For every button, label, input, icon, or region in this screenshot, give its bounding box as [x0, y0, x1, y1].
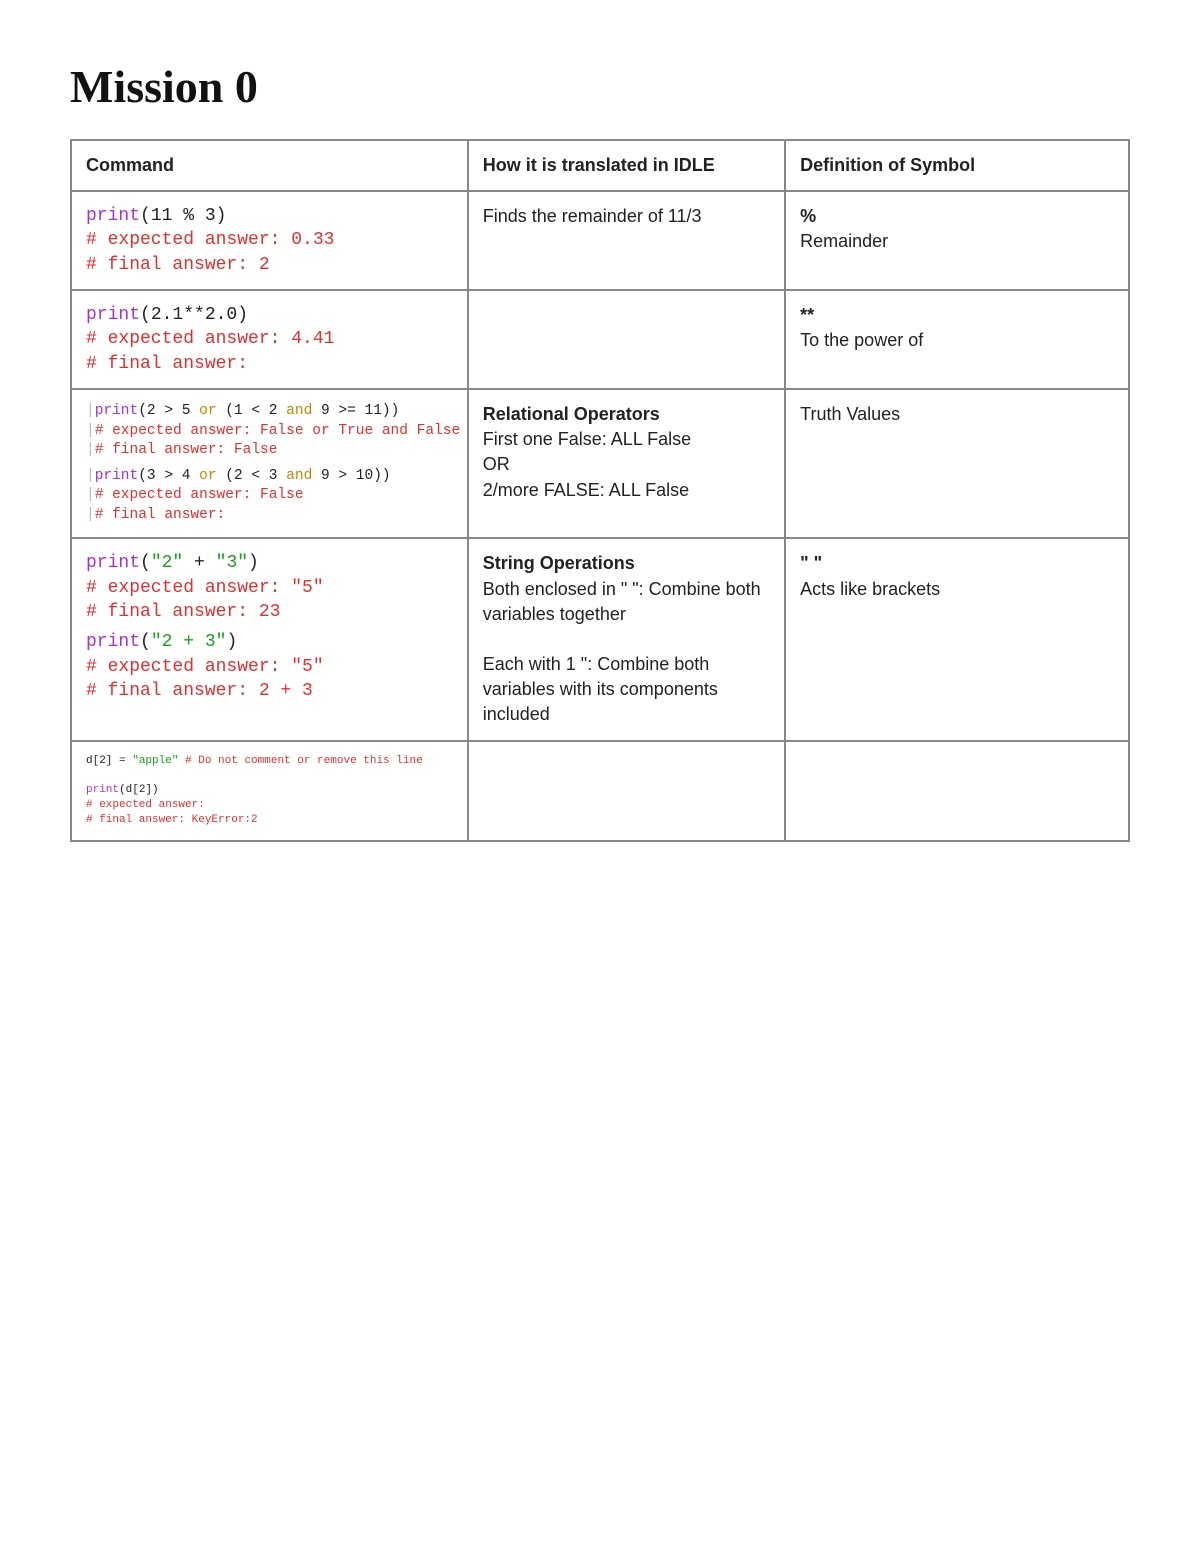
- idle-cell: Finds the remainder of 11/3: [468, 191, 785, 290]
- command-cell: d[2] = "apple" # Do not comment or remov…: [71, 741, 468, 841]
- code-block: print(11 % 3) # expected answer: 0.33 # …: [86, 204, 453, 277]
- col-command: Command: [71, 140, 468, 191]
- code-comment: # final answer: 23: [86, 602, 280, 622]
- code-string: "2": [151, 553, 183, 573]
- code-block: |print(2 > 5 or (1 < 2 and 9 >= 11)) |# …: [86, 402, 453, 461]
- code-keyword: print: [95, 403, 139, 419]
- idle-cell: [468, 290, 785, 389]
- code-text: (3 > 4: [138, 468, 199, 484]
- definition-cell: ** To the power of: [785, 290, 1129, 389]
- code-comment: # expected answer: 4.41: [86, 329, 334, 349]
- code-block: print("2" + "3") # expected answer: "5" …: [86, 551, 453, 624]
- code-comment: # expected answer:: [86, 799, 205, 811]
- idle-cell: [468, 741, 785, 841]
- idle-title: Relational Operators: [483, 404, 660, 424]
- code-block: print("2 + 3") # expected answer: "5" # …: [86, 630, 453, 703]
- code-comment: # Do not comment or remove this line: [178, 755, 422, 767]
- code-comment: # final answer:: [95, 507, 226, 523]
- code-text: (d[2]): [119, 784, 159, 796]
- symbol-definition: Remainder: [800, 231, 888, 251]
- col-definition: Definition of Symbol: [785, 140, 1129, 191]
- symbol-definition: To the power of: [800, 330, 923, 350]
- code-block: |print(3 > 4 or (2 < 3 and 9 > 10)) |# e…: [86, 467, 453, 526]
- code-keyword: print: [86, 553, 140, 573]
- code-comment: # expected answer: False or True and Fal…: [95, 423, 460, 439]
- code-keyword: or: [199, 468, 216, 484]
- table-row: |print(2 > 5 or (1 < 2 and 9 >= 11)) |# …: [71, 389, 1129, 538]
- table-row: d[2] = "apple" # Do not comment or remov…: [71, 741, 1129, 841]
- definition-cell: [785, 741, 1129, 841]
- code-block: d[2] = "apple" # Do not comment or remov…: [86, 754, 453, 828]
- code-block: print(2.1**2.0) # expected answer: 4.41 …: [86, 303, 453, 376]
- code-comment: # final answer: KeyError:2: [86, 814, 258, 826]
- code-comment: # final answer: 2 + 3: [86, 681, 313, 701]
- idle-line: 2/more FALSE: ALL False: [483, 480, 689, 500]
- code-text: (2.1**2.0): [140, 305, 248, 325]
- symbol: " ": [800, 553, 822, 573]
- code-keyword: print: [86, 784, 119, 796]
- table-row: print(2.1**2.0) # expected answer: 4.41 …: [71, 290, 1129, 389]
- idle-line: First one False: ALL False: [483, 429, 691, 449]
- code-text: ): [226, 632, 237, 652]
- code-comment: # final answer:: [86, 354, 248, 374]
- symbol: %: [800, 206, 816, 226]
- col-idle: How it is translated in IDLE: [468, 140, 785, 191]
- code-text: 9 > 10)): [312, 468, 390, 484]
- command-cell: |print(2 > 5 or (1 < 2 and 9 >= 11)) |# …: [71, 389, 468, 538]
- code-comment: # expected answer: "5": [86, 657, 324, 677]
- command-cell: print(11 % 3) # expected answer: 0.33 # …: [71, 191, 468, 290]
- definition-cell: % Remainder: [785, 191, 1129, 290]
- idle-line: Each with 1 ": Combine both variables wi…: [483, 654, 718, 724]
- table-row: print("2" + "3") # expected answer: "5" …: [71, 538, 1129, 740]
- code-text: +: [183, 553, 215, 573]
- page-title: Mission 0: [70, 60, 1130, 113]
- definition-cell: Truth Values: [785, 389, 1129, 538]
- idle-line: Both enclosed in " ": Combine both varia…: [483, 579, 761, 624]
- idle-title: String Operations: [483, 553, 635, 573]
- code-keyword: print: [95, 468, 139, 484]
- code-keyword: and: [286, 403, 312, 419]
- code-text: (: [140, 553, 151, 573]
- code-text: (1 < 2: [217, 403, 287, 419]
- code-text: (11 % 3): [140, 206, 226, 226]
- symbol-definition: Acts like brackets: [800, 579, 940, 599]
- code-text: 9 >= 11)): [312, 403, 399, 419]
- code-text: ): [248, 553, 259, 573]
- idle-cell: String Operations Both enclosed in " ": …: [468, 538, 785, 740]
- code-text: d[2] =: [86, 755, 132, 767]
- code-keyword: print: [86, 632, 140, 652]
- code-comment: # final answer: False: [95, 442, 278, 458]
- code-string: "3": [216, 553, 248, 573]
- idle-line: OR: [483, 454, 510, 474]
- code-comment: # expected answer: "5": [86, 578, 324, 598]
- code-text: (2 < 3: [217, 468, 287, 484]
- code-comment: # expected answer: 0.33: [86, 230, 334, 250]
- definition-cell: " " Acts like brackets: [785, 538, 1129, 740]
- code-string: "apple": [132, 755, 178, 767]
- code-keyword: print: [86, 206, 140, 226]
- idle-cell: Relational Operators First one False: AL…: [468, 389, 785, 538]
- table-header-row: Command How it is translated in IDLE Def…: [71, 140, 1129, 191]
- code-text: (: [140, 632, 151, 652]
- symbol-definition: Truth Values: [800, 404, 900, 424]
- symbol: **: [800, 305, 814, 325]
- code-keyword: or: [199, 403, 216, 419]
- code-text: (2 > 5: [138, 403, 199, 419]
- code-comment: # final answer: 2: [86, 255, 270, 275]
- code-keyword: and: [286, 468, 312, 484]
- command-cell: print(2.1**2.0) # expected answer: 4.41 …: [71, 290, 468, 389]
- table-row: print(11 % 3) # expected answer: 0.33 # …: [71, 191, 1129, 290]
- command-cell: print("2" + "3") # expected answer: "5" …: [71, 538, 468, 740]
- reference-table: Command How it is translated in IDLE Def…: [70, 139, 1130, 842]
- code-string: "2 + 3": [151, 632, 227, 652]
- code-comment: # expected answer: False: [95, 487, 304, 503]
- code-keyword: print: [86, 305, 140, 325]
